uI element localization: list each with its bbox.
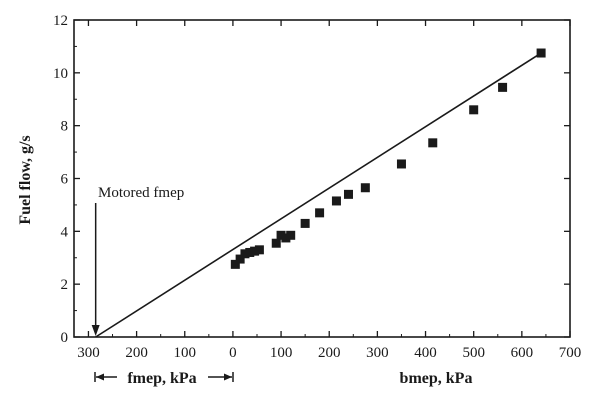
data-point (281, 233, 291, 243)
data-point (276, 230, 286, 240)
y-tick-label: 6 (61, 172, 69, 188)
x-tick-label: 400 (414, 345, 437, 361)
y-tick-label: 2 (61, 277, 69, 293)
y-tick-label: 0 (61, 330, 69, 346)
data-point (271, 238, 281, 248)
data-point (250, 246, 260, 256)
fit-line-layer (95, 52, 542, 338)
plot-border (73, 19, 571, 338)
data-points (230, 48, 546, 269)
x-axis-ticks: 300 200 100 0 100 200 300 400 500 600 700 (77, 20, 581, 361)
annotation-arrowhead (91, 325, 100, 336)
data-point (343, 189, 353, 199)
x-tick-label: 200 (318, 345, 341, 361)
data-point (360, 183, 370, 193)
x-axis-title: bmep, kPa (400, 370, 473, 387)
y-tick-label: 4 (61, 224, 69, 240)
data-point (235, 254, 245, 264)
plot-frame (73, 19, 571, 338)
x-tick-label: 100 (174, 345, 197, 361)
data-point (286, 230, 296, 240)
y-tick-label: 8 (61, 119, 69, 135)
y-axis-ticks: 0 2 4 6 8 10 12 (53, 13, 570, 346)
x-tick-label: 700 (559, 345, 582, 361)
x-tick-label: 0 (229, 345, 237, 361)
x-tick-label: 200 (125, 345, 148, 361)
data-point (428, 138, 438, 148)
y-tick-label: 10 (53, 66, 68, 82)
fmep-arrowhead-left (96, 373, 104, 381)
x-tick-label: 300 (77, 345, 100, 361)
data-point (300, 218, 310, 228)
x-tick-label: 100 (270, 345, 293, 361)
y-tick-label: 12 (53, 13, 68, 29)
data-point (469, 105, 479, 115)
data-point (498, 82, 508, 92)
data-point (230, 259, 240, 269)
data-point (315, 208, 325, 218)
annotation-layer: Motored fmep (91, 185, 184, 336)
data-point (245, 247, 255, 257)
fmep-range-indicator: fmep, kPa (94, 370, 234, 387)
fmep-arrowhead-right (224, 373, 232, 381)
data-point (331, 196, 341, 206)
fmep-axis-title: fmep, kPa (127, 370, 196, 387)
data-point (254, 245, 264, 255)
x-tick-label: 300 (366, 345, 389, 361)
motored-fmep-label: Motored fmep (98, 185, 184, 201)
y-axis-title: Fuel flow, g/s (17, 135, 34, 224)
data-point (240, 249, 250, 259)
x-tick-label: 600 (511, 345, 534, 361)
data-point (536, 48, 546, 58)
data-point (396, 159, 406, 169)
x-tick-label: 500 (462, 345, 485, 361)
fit-line (95, 52, 542, 338)
